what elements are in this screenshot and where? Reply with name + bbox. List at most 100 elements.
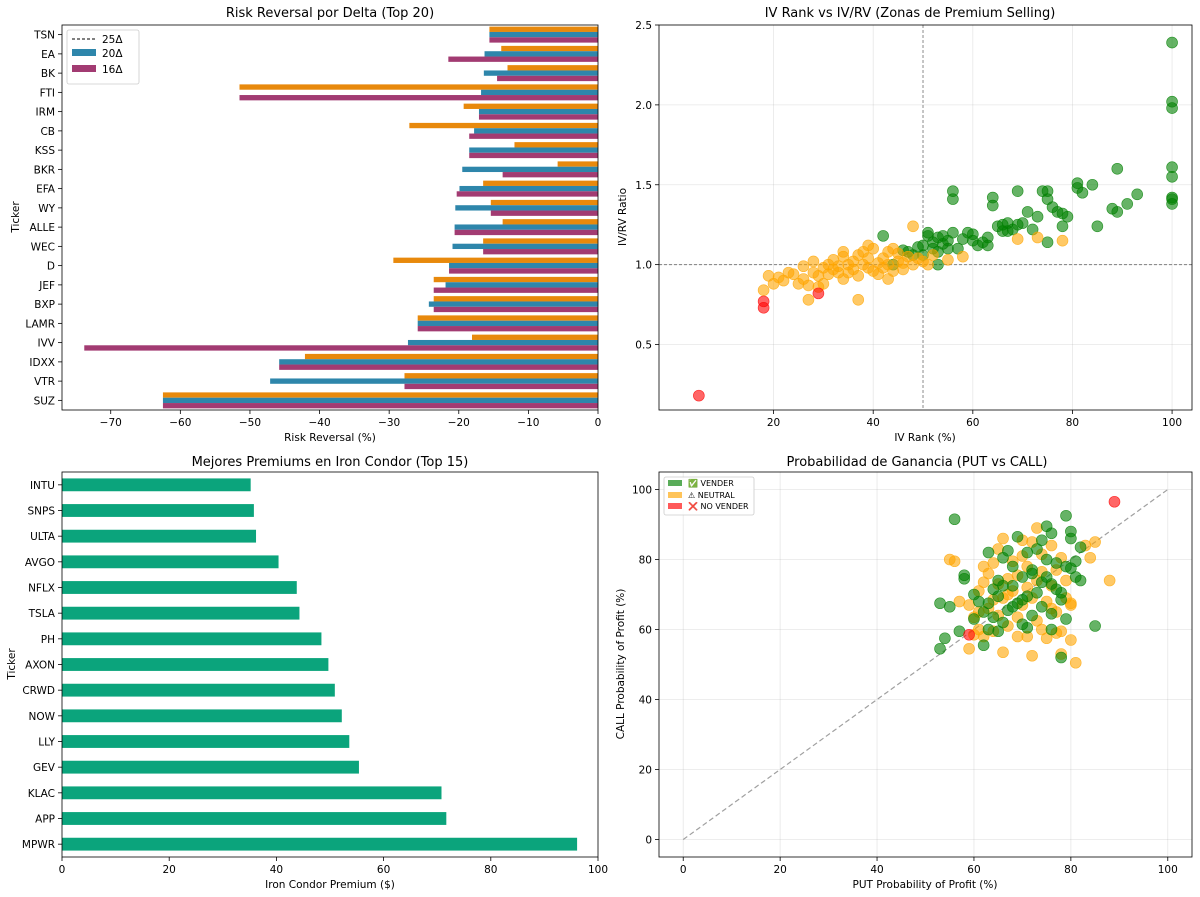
- y-tick-label: CB: [40, 126, 55, 138]
- x-tick-label: 100: [1162, 417, 1182, 429]
- y-tick-label: INTU: [30, 480, 55, 492]
- chart-title: Probabilidad de Ganancia (PUT vs CALL): [787, 455, 1048, 470]
- y-tick-label: 1.0: [635, 260, 652, 272]
- x-tick-label: 40: [270, 864, 283, 876]
- y-tick-label: SUZ: [34, 395, 55, 407]
- chart-title: Risk Reversal por Delta (Top 20): [226, 6, 434, 21]
- point-series-0: [987, 611, 1000, 624]
- x-tick-label: 40: [870, 864, 883, 876]
- bar-axon: [62, 658, 329, 671]
- bar-efa-s0: [483, 180, 598, 186]
- point-series-0: [1031, 543, 1043, 555]
- bar-app: [62, 812, 447, 825]
- chart-title: Mejores Premiums en Iron Condor (Top 15): [192, 455, 469, 470]
- bar-suz-s0: [162, 392, 598, 398]
- x-tick-label: 80: [1064, 864, 1077, 876]
- y-tick-label: LAMR: [25, 318, 55, 330]
- point-orange: [852, 293, 865, 306]
- point-series-2: [1108, 495, 1121, 508]
- bar-fti-s2: [239, 95, 598, 101]
- bar-kss-s1: [469, 147, 598, 153]
- bar-irm-s2: [478, 114, 598, 120]
- point-green: [947, 193, 959, 205]
- point-series-0: [968, 613, 980, 625]
- x-tick-label: 80: [1066, 417, 1079, 429]
- legend: 25Δ 20Δ 16Δ: [66, 29, 140, 85]
- point-green: [1086, 178, 1099, 191]
- bar-irm-s1: [478, 108, 598, 115]
- point-series-0: [1035, 534, 1048, 547]
- bar-tsn-s0: [489, 26, 598, 32]
- point-orange: [942, 254, 954, 266]
- bar-ea-s2: [448, 56, 598, 62]
- bar-bk-s1: [483, 70, 598, 76]
- bar-wec-s2: [483, 249, 598, 255]
- bar-gev: [62, 760, 359, 774]
- y-tick-label: VTR: [34, 376, 55, 388]
- point-orange: [1031, 231, 1044, 244]
- bar-tsn-s1: [489, 31, 598, 38]
- y-tick-label: CRWD: [22, 685, 55, 697]
- y-tick-label: IRM: [36, 107, 55, 119]
- point-orange: [1011, 233, 1024, 245]
- bar-fti-s0: [239, 84, 598, 90]
- point-series-1: [1060, 574, 1072, 587]
- point-series-0: [982, 623, 995, 636]
- point-green: [1031, 210, 1044, 223]
- point-series-0: [1026, 609, 1038, 622]
- y-tick-label: AXON: [25, 660, 55, 672]
- bar-kss-s0: [514, 142, 598, 148]
- x-tick-label: 40: [867, 417, 880, 429]
- point-green: [1166, 170, 1178, 183]
- plot-frame: [61, 24, 599, 411]
- point-green: [912, 241, 924, 253]
- legend-swatch-no-vender: [668, 503, 682, 509]
- point-green: [1121, 198, 1134, 210]
- bar-lamr-s2: [417, 326, 598, 332]
- x-tick-label: 60: [377, 864, 390, 876]
- y-tick-label: ULTA: [30, 531, 56, 543]
- y-tick-label: TSN: [33, 30, 55, 42]
- x-tick-label: 20: [773, 864, 786, 876]
- point-green: [1041, 236, 1054, 249]
- bar-wec-s0: [483, 238, 598, 244]
- bar-klac: [62, 786, 442, 800]
- y-tick-label: D: [47, 261, 55, 273]
- x-tick-label: −30: [378, 417, 400, 429]
- bar-bkr-s0: [557, 161, 598, 167]
- bar-idxx-s0: [304, 353, 598, 360]
- point-series-1: [1045, 539, 1058, 552]
- point-series-1: [1026, 649, 1038, 662]
- legend-label: ⚠ NEUTRAL: [688, 491, 735, 500]
- y-tick-label: BK: [41, 68, 56, 80]
- point-orange: [802, 293, 815, 306]
- bar-bk-s2: [497, 75, 598, 82]
- point-series-0: [948, 513, 961, 526]
- x-tick-label: 100: [1158, 864, 1178, 876]
- bar-ivv-s1: [407, 339, 598, 346]
- point-series-0: [1016, 593, 1029, 606]
- bar-wy-s2: [490, 210, 598, 216]
- point-orange: [807, 255, 820, 268]
- point-series-0: [977, 639, 990, 652]
- y-tick-label: 0.5: [635, 340, 652, 352]
- legend-label: 25Δ: [102, 34, 123, 46]
- bar-snps: [62, 504, 254, 517]
- point-series-0: [1050, 583, 1063, 596]
- point-series-1: [1103, 574, 1116, 587]
- point-green: [1131, 188, 1144, 201]
- point-orange: [882, 273, 894, 285]
- bar-d-s2: [449, 268, 598, 274]
- point-green: [1166, 36, 1178, 49]
- point-green: [877, 230, 889, 242]
- point-series-0: [1060, 509, 1072, 522]
- legend-swatch-vender: [668, 480, 682, 486]
- point-series-0: [1031, 586, 1043, 599]
- point-red: [693, 389, 705, 402]
- point-green: [1091, 220, 1104, 233]
- point-series-1: [948, 555, 961, 568]
- point-series-0: [1011, 530, 1024, 543]
- point-orange: [862, 239, 875, 252]
- point-series-0: [1006, 560, 1019, 573]
- point-series-1: [1065, 597, 1077, 610]
